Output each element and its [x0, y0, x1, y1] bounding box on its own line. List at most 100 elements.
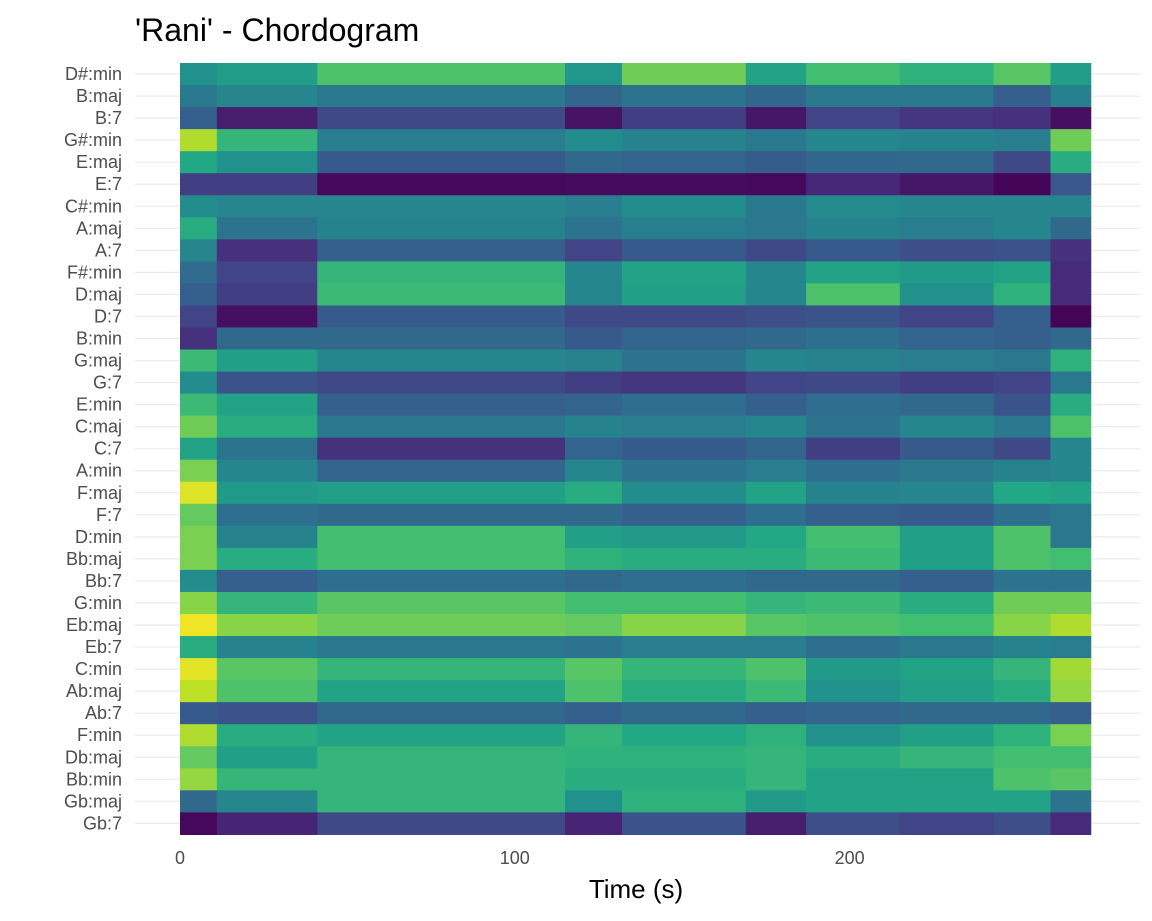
y-tick-label: Gb:7	[83, 813, 122, 833]
heatmap-cell	[1050, 151, 1092, 174]
heatmap-cell	[317, 525, 566, 549]
heatmap-cell	[621, 261, 747, 284]
heatmap-cell	[565, 129, 623, 152]
heatmap-cell	[565, 459, 623, 483]
heatmap-cell	[745, 525, 807, 549]
heatmap-cell	[806, 415, 901, 439]
heatmap-cell	[993, 305, 1052, 329]
heatmap-cell	[216, 746, 318, 769]
heatmap-cell	[216, 63, 318, 86]
heatmap-cell	[993, 503, 1052, 527]
heatmap-cell	[180, 746, 218, 769]
heatmap-cell	[993, 217, 1052, 240]
heatmap-cell	[317, 85, 566, 108]
heatmap-cell	[993, 63, 1052, 86]
heatmap-cell	[1050, 680, 1092, 703]
x-tick-label: 100	[500, 848, 530, 868]
heatmap-cell	[317, 746, 566, 769]
heatmap-cell	[180, 261, 218, 284]
heatmap-cell	[565, 217, 623, 240]
heatmap-cell	[993, 393, 1052, 417]
heatmap-cell	[565, 636, 623, 659]
y-tick-label: B:min	[76, 329, 122, 349]
heatmap-cell	[216, 614, 318, 637]
heatmap-cell	[180, 724, 218, 747]
heatmap-cell	[621, 569, 747, 593]
heatmap-cell	[899, 614, 995, 637]
y-tick-label: E:maj	[76, 152, 122, 172]
heatmap-cell	[899, 569, 995, 593]
heatmap-cell	[216, 591, 318, 615]
y-tick-label: D:7	[94, 306, 122, 326]
heatmap-cell	[745, 415, 807, 439]
heatmap-cell	[899, 371, 995, 395]
heatmap-cell	[899, 481, 995, 505]
heatmap-cell	[993, 724, 1052, 747]
y-tick-label: B:7	[95, 108, 122, 128]
heatmap-cells	[180, 63, 1092, 835]
heatmap-cell	[899, 129, 995, 152]
heatmap-cell	[806, 261, 901, 284]
heatmap-cell	[1050, 217, 1092, 240]
heatmap-cell	[899, 173, 995, 196]
heatmap-cell	[180, 503, 218, 527]
heatmap-cell	[180, 768, 218, 791]
heatmap-cell	[180, 415, 218, 439]
heatmap-cell	[216, 658, 318, 681]
y-tick-label: C:maj	[75, 417, 122, 437]
heatmap-cell	[899, 503, 995, 527]
heatmap-cell	[180, 702, 218, 725]
heatmap-cell	[806, 305, 901, 329]
heatmap-cell	[180, 107, 218, 130]
heatmap-cell	[899, 790, 995, 813]
heatmap-cell	[806, 85, 901, 108]
heatmap-cell	[565, 614, 623, 637]
heatmap-cell	[745, 85, 807, 108]
heatmap-cell	[621, 195, 747, 218]
y-tick-label: D#:min	[65, 64, 122, 84]
heatmap-cell	[745, 349, 807, 373]
heatmap-cell	[180, 129, 218, 152]
heatmap-cell	[899, 724, 995, 747]
x-axis-label: Time (s)	[589, 874, 683, 904]
heatmap-cell	[745, 481, 807, 505]
heatmap-cell	[565, 503, 623, 527]
heatmap-cell	[1050, 503, 1092, 527]
heatmap-cell	[317, 459, 566, 483]
heatmap-cell	[216, 327, 318, 351]
heatmap-cell	[317, 437, 566, 461]
heatmap-cell	[1050, 658, 1092, 681]
heatmap-cell	[806, 547, 901, 571]
heatmap-cell	[565, 790, 623, 813]
heatmap-cell	[180, 63, 218, 86]
heatmap-cell	[317, 658, 566, 681]
heatmap-cell	[317, 151, 566, 174]
heatmap-cell	[216, 724, 318, 747]
heatmap-cell	[565, 239, 623, 262]
heatmap-cell	[1050, 85, 1092, 108]
heatmap-cell	[993, 349, 1052, 373]
heatmap-cell	[1050, 481, 1092, 505]
heatmap-cell	[1050, 812, 1092, 835]
heatmap-cell	[565, 724, 623, 747]
heatmap-cell	[899, 85, 995, 108]
heatmap-cell	[216, 415, 318, 439]
heatmap-cell	[993, 195, 1052, 218]
heatmap-cell	[899, 151, 995, 174]
heatmap-cell	[899, 261, 995, 284]
heatmap-cell	[806, 614, 901, 637]
heatmap-cell	[621, 217, 747, 240]
heatmap-cell	[899, 768, 995, 791]
heatmap-cell	[745, 614, 807, 637]
y-tick-labels: D#:minB:majB:7G#:minE:majE:7C#:minA:majA…	[64, 64, 122, 833]
heatmap-cell	[745, 261, 807, 284]
y-tick-label: Ab:maj	[66, 681, 122, 701]
heatmap-cell	[1050, 746, 1092, 769]
heatmap-cell	[565, 569, 623, 593]
y-tick-label: F:maj	[77, 483, 122, 503]
heatmap-cell	[1050, 636, 1092, 659]
heatmap-cell	[745, 217, 807, 240]
heatmap-cell	[565, 437, 623, 461]
heatmap-cell	[745, 768, 807, 791]
heatmap-cell	[621, 327, 747, 351]
